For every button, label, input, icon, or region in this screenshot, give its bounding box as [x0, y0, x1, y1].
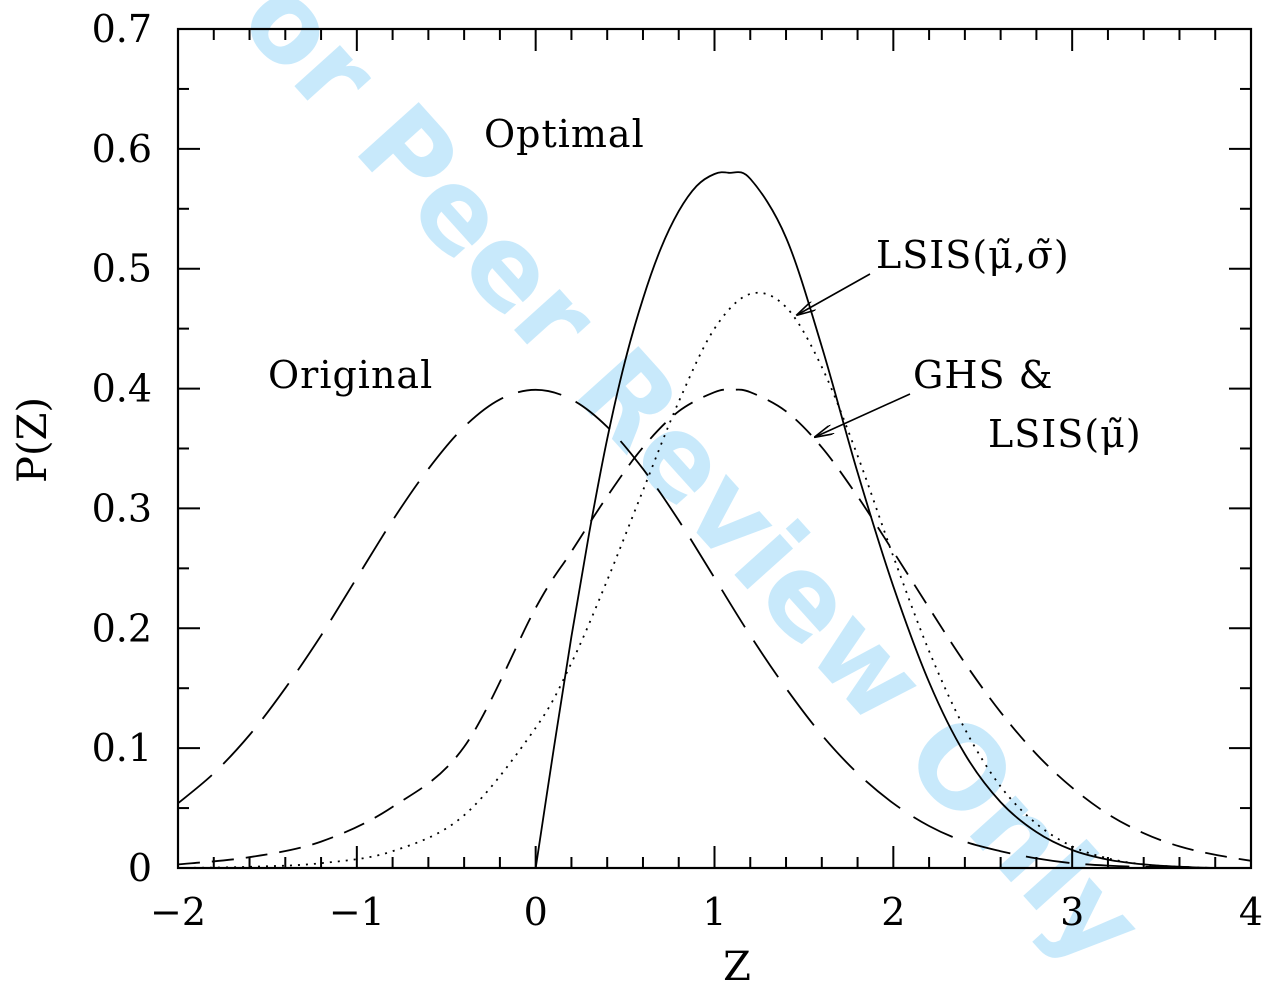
- y-tick-label: 0.4: [92, 367, 152, 411]
- y-tick-label: 0: [128, 846, 152, 890]
- x-tick-label: 4: [1239, 890, 1263, 934]
- plot-curves: [177, 171, 1252, 869]
- y-axis-label: P(Z): [10, 397, 56, 483]
- annotation-lsis-mu-sigma: LSIS(μ̃,σ̃): [876, 233, 1070, 277]
- x-tick-label: 3: [1060, 890, 1084, 934]
- y-tick-label: 0.6: [92, 127, 152, 171]
- y-tick-label: 0.5: [92, 247, 152, 291]
- x-tick-label: 2: [881, 890, 905, 934]
- annotation-ghs: GHS &: [913, 353, 1053, 397]
- x-tick-label: 0: [524, 890, 548, 934]
- y-tick-labels: 0 0.1 0.2 0.3 0.4 0.5 0.6 0.7: [92, 7, 152, 890]
- axis-ticks: [177, 28, 1252, 869]
- watermark-text: For Peer Review Only: [168, 0, 1168, 989]
- x-axis-label: Z: [723, 944, 751, 989]
- x-tick-label: −2: [150, 890, 206, 934]
- y-tick-label: 0.7: [92, 7, 152, 51]
- y-tick-label: 0.3: [92, 486, 152, 530]
- y-tick-label: 0.2: [92, 606, 152, 650]
- series-line-solid: [534, 171, 1252, 869]
- annotation-original: Original: [268, 353, 433, 397]
- series-line-short-dash: [177, 388, 1252, 866]
- x-tick-label: 1: [702, 890, 726, 934]
- arrow-lsis-mu-sigma: [797, 273, 871, 315]
- x-tick-labels: −2 −1 0 1 2 3 4: [150, 890, 1263, 934]
- x-tick-label: −1: [329, 890, 385, 934]
- y-tick-label: 0.1: [92, 726, 152, 770]
- arrow-ghs-lsis-mu: [815, 393, 911, 437]
- annotation-optimal: Optimal: [484, 112, 645, 156]
- annotation-lsis-mu: LSIS(μ̃): [988, 412, 1142, 456]
